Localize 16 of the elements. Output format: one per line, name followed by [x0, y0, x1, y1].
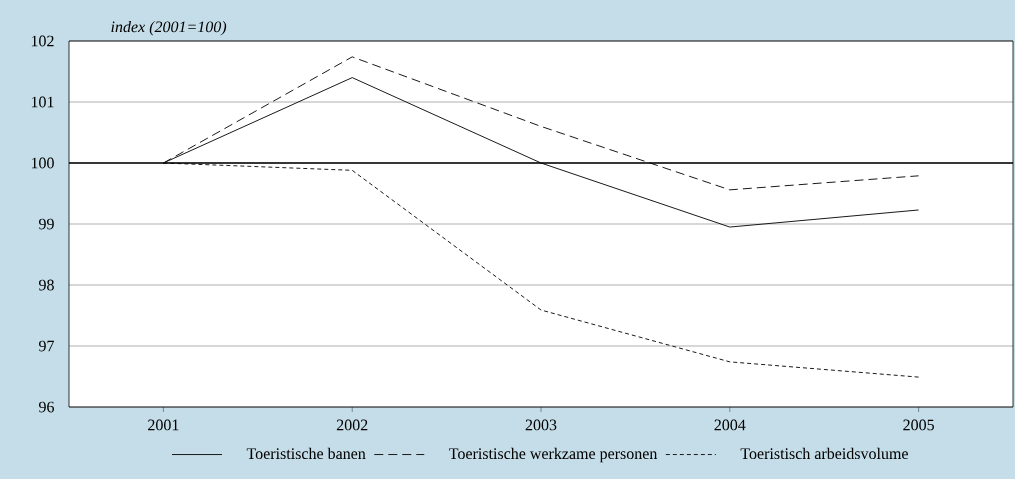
y-tick-label: 98 [38, 279, 54, 291]
y-tick-label: 97 [38, 340, 55, 352]
legend-label: Toeristisch arbeidsvolume [740, 447, 908, 460]
x-tick-label: 2004 [714, 419, 746, 431]
y-axis-title: index (2001=100) [111, 20, 227, 36]
x-tick-label: 2005 [903, 419, 934, 431]
y-tick-label: 102 [31, 35, 54, 47]
x-tick-label: 2002 [336, 419, 368, 431]
x-tick-label: 2003 [525, 419, 557, 431]
legend-label: Toeristische banen [246, 447, 366, 460]
y-tick-label: 99 [38, 218, 54, 230]
y-tick-label: 100 [31, 157, 54, 169]
x-tick-label: 2001 [148, 419, 179, 431]
y-tick-label: 96 [38, 401, 54, 413]
y-tick-label: 101 [31, 96, 54, 108]
legend-label: Toeristische werkzame personen [449, 447, 658, 463]
